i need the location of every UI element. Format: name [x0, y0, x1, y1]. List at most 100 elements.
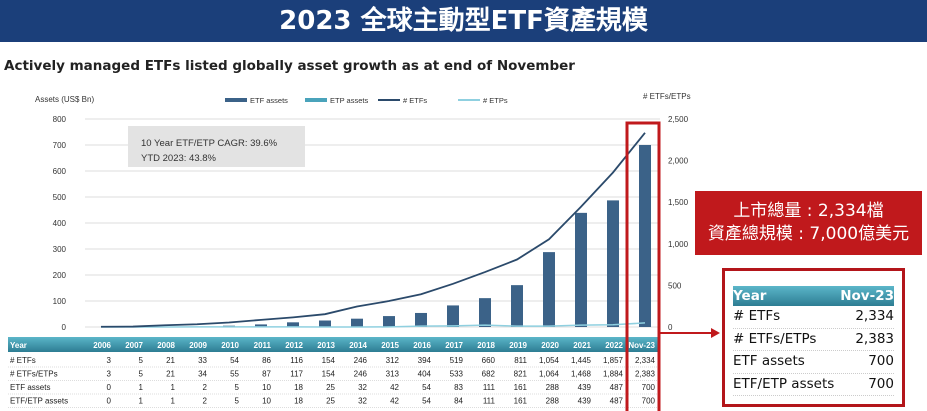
table-cell: 533 [450, 370, 464, 379]
table-header-cell: 2012 [285, 341, 303, 350]
legend-swatch-0 [225, 98, 247, 102]
right-tick-label: 1,000 [668, 240, 689, 249]
highlight-box-nov23 [625, 121, 661, 411]
mini-row-value: 700 [868, 353, 894, 369]
legend-label: ETP assets [330, 96, 368, 105]
table-cell: 34 [198, 370, 207, 379]
table-cell: 116 [290, 356, 303, 365]
bar-etf-assets-2021 [575, 212, 587, 327]
table-cell: 42 [390, 383, 399, 392]
table-cell: 2,383 [635, 370, 656, 379]
page-banner-title: 2023 全球主動型ETF資產規模 [0, 0, 927, 42]
left-axis-label: Assets (US$ Bn) [35, 95, 94, 104]
table-cell: 439 [578, 383, 592, 392]
table-cell: 111 [483, 397, 496, 406]
annotation-cagr: 10 Year ETF/ETP CAGR: 39.6% [141, 138, 278, 149]
table-cell: 519 [450, 356, 464, 365]
table-cell: 1 [171, 397, 176, 406]
table-cell: 1,445 [571, 356, 592, 365]
bar-etf-assets-2022 [607, 200, 619, 327]
table-header-cell: 2022 [605, 341, 623, 350]
table-cell: 1,054 [539, 356, 560, 365]
table-cell: 86 [262, 356, 271, 365]
table-cell: 5 [139, 370, 144, 379]
table-cell: 288 [546, 397, 560, 406]
mini-row-value: 2,334 [855, 308, 894, 324]
nov23-summary-table: Year Nov-23 # ETFs 2,334 # ETFs/ETPs 2,383 … [722, 268, 905, 407]
table-cell: 404 [418, 370, 432, 379]
mini-row-value: 700 [868, 375, 894, 392]
left-tick-label: 100 [53, 297, 67, 306]
left-tick-label: 700 [53, 141, 67, 150]
table-header-cell: 2006 [93, 341, 111, 350]
table-cell: 83 [454, 383, 463, 392]
mini-table-row: ETF assets 700 [733, 351, 894, 374]
mini-header-year: Year [733, 288, 767, 304]
right-tick-label: 500 [668, 281, 682, 290]
table-cell: 161 [514, 397, 528, 406]
bar-etf-assets-2014 [351, 318, 363, 327]
table-header-cell: 2008 [157, 341, 175, 350]
bar-etf-assets-2018 [479, 298, 491, 327]
table-header-cell: 2019 [509, 341, 527, 350]
bar-etf-assets-2015 [383, 316, 395, 327]
table-cell: 87 [262, 370, 271, 379]
bar-etf-assets-2016 [415, 312, 427, 327]
table-row-label: ETF/ETP assets [10, 397, 68, 406]
right-tick-label: 2,000 [668, 157, 689, 166]
legend-label: # ETFs [403, 96, 427, 105]
table-cell: 32 [358, 383, 367, 392]
table-header-cell: 2021 [573, 341, 591, 350]
table-cell: 10 [262, 383, 271, 392]
table-cell: 439 [578, 397, 592, 406]
mini-row-label: # ETFs [733, 308, 781, 324]
table-header-cell: 2011 [254, 341, 272, 350]
table-header-cell: 2009 [189, 341, 207, 350]
table-cell: 84 [454, 397, 463, 406]
annotation-ytd: YTD 2023: 43.8% [141, 153, 217, 164]
right-tick-label: 2,500 [668, 115, 689, 124]
mini-row-label: ETF/ETP assets [733, 375, 835, 392]
left-tick-label: 400 [53, 219, 67, 228]
table-cell: 0 [107, 397, 112, 406]
table-cell: 811 [514, 356, 527, 365]
table-cell: 821 [514, 370, 528, 379]
mini-table-row: ETF/ETP assets 700 [733, 374, 894, 396]
bar-etf-assets-2013 [319, 320, 331, 327]
table-header-cell: 2007 [125, 341, 143, 350]
annotation-box [128, 126, 305, 167]
table-cell: 25 [326, 397, 335, 406]
table-cell: 1,468 [571, 370, 592, 379]
table-cell: 487 [610, 383, 624, 392]
table-cell: 161 [514, 383, 528, 392]
table-cell: 54 [422, 397, 431, 406]
table-cell: 1,884 [603, 370, 624, 379]
table-cell: 2,334 [635, 356, 656, 365]
line-etps [101, 322, 646, 328]
table-header-year: Year [10, 341, 27, 350]
table-cell: 3 [107, 356, 112, 365]
bar-etf-assets-2019 [511, 285, 523, 327]
table-header-cell: Nov-23 [628, 341, 655, 350]
left-tick-label: 800 [53, 115, 67, 124]
line-etfs [100, 132, 646, 328]
mini-header-nov23: Nov-23 [840, 288, 894, 304]
mini-table-row: # ETFs 2,334 [733, 306, 894, 329]
table-cell: 154 [322, 370, 336, 379]
table-cell: 3 [107, 370, 112, 379]
callout-line-assets: 資產總規模 : 7,000億美元 [707, 224, 910, 244]
table-header-cell: 2013 [317, 341, 335, 350]
table-cell: 18 [294, 383, 303, 392]
mini-row-label: ETF assets [733, 353, 805, 369]
arrow-head-icon [711, 328, 720, 338]
left-tick-label: 0 [62, 323, 67, 332]
table-cell: 700 [642, 397, 656, 406]
table-cell: 1,064 [539, 370, 560, 379]
left-tick-label: 600 [53, 167, 67, 176]
table-row-label: # ETFs/ETPs [10, 370, 58, 379]
bar-etf-assets-2020 [543, 252, 555, 327]
mini-row-value: 2,383 [855, 330, 894, 347]
table-header-cell: 2018 [477, 341, 495, 350]
bar-etf-assets-Nov-23 [639, 145, 651, 327]
